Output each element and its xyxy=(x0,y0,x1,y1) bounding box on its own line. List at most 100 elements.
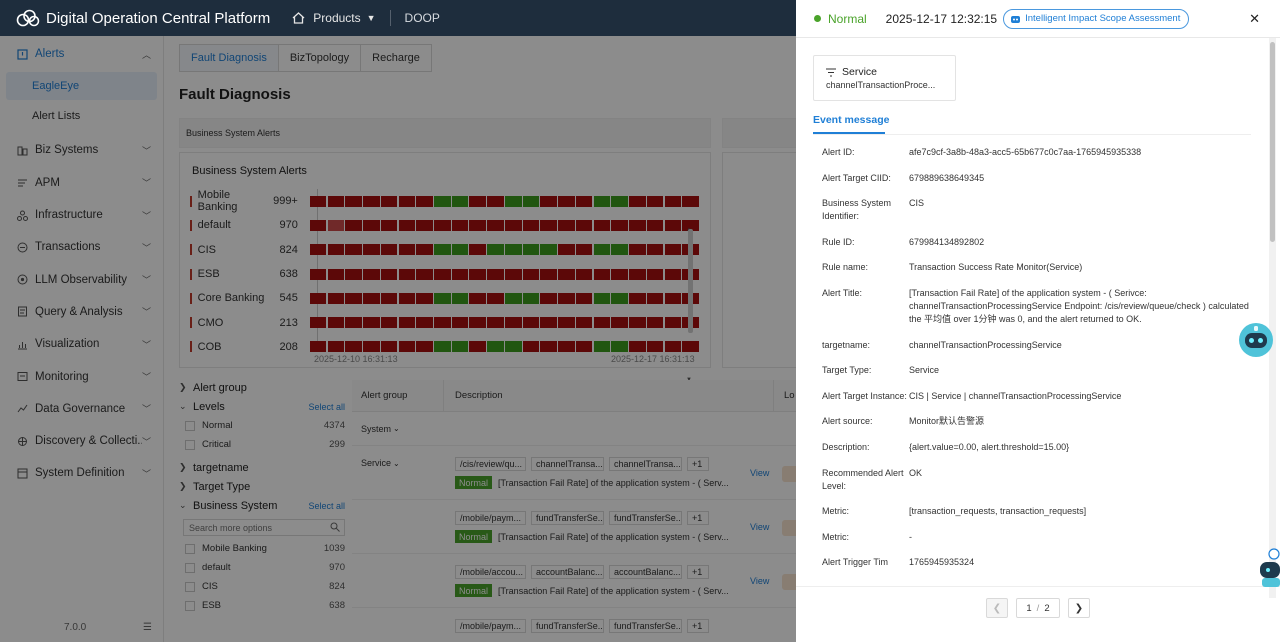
heatmap-cell[interactable] xyxy=(363,268,380,280)
filter-search-field[interactable] xyxy=(183,519,345,536)
heatmap-cell[interactable] xyxy=(504,341,522,353)
heatmap-cell[interactable] xyxy=(664,268,682,280)
tag[interactable]: channelTransa... xyxy=(609,457,682,471)
heatmap-cell[interactable] xyxy=(487,195,504,207)
heatmap-cell[interactable] xyxy=(646,195,664,207)
sidebar-item-transactions[interactable]: Transactions ﹀ xyxy=(0,231,163,263)
heatmap-cell[interactable] xyxy=(363,317,380,329)
collapse-menu-icon[interactable]: ☰ xyxy=(143,621,152,633)
heatmap-cell[interactable] xyxy=(540,268,557,280)
heatmap-cell[interactable] xyxy=(327,268,345,280)
table-row[interactable]: /mobile/paym... fundTransferSe... fundTran… xyxy=(352,608,796,642)
heatmap-cell[interactable] xyxy=(327,317,345,329)
heatmap-cell[interactable] xyxy=(434,219,451,231)
heatmap-cell[interactable] xyxy=(522,317,540,329)
heatmap-cell[interactable] xyxy=(469,219,487,231)
heatmap-cell[interactable] xyxy=(363,219,380,231)
heatmap-cell[interactable] xyxy=(416,244,433,256)
heatmap-cell[interactable] xyxy=(380,195,398,207)
heatmap-cell[interactable] xyxy=(646,268,664,280)
heatmap-cell[interactable] xyxy=(380,219,398,231)
view-link[interactable]: View xyxy=(750,576,770,586)
tag[interactable]: accountBalanc... xyxy=(531,565,604,579)
heatmap-cell[interactable] xyxy=(487,317,504,329)
heatmap-cell[interactable] xyxy=(451,341,469,353)
heatmap-cell[interactable] xyxy=(611,244,628,256)
filter-option[interactable]: Mobile Banking 1039 xyxy=(179,539,345,558)
heatmap-cell[interactable] xyxy=(593,195,611,207)
heatmap-cell[interactable] xyxy=(345,292,362,304)
heatmap-cell[interactable] xyxy=(487,219,504,231)
tag[interactable]: channelTransa... xyxy=(531,457,604,471)
heatmap-cell[interactable] xyxy=(309,268,327,280)
heatmap-cell[interactable] xyxy=(451,244,469,256)
select-all-link[interactable]: Select all xyxy=(308,500,345,511)
alert-system-row[interactable]: ESB 638 xyxy=(190,262,700,286)
heatmap-cell[interactable] xyxy=(469,317,487,329)
impact-assessment-button[interactable]: Intelligent Impact Scope Assessment xyxy=(1003,8,1190,29)
heatmap-cell[interactable] xyxy=(611,219,628,231)
heatmap-cell[interactable] xyxy=(558,268,575,280)
table-row[interactable]: /mobile/paym... fundTransferSe... fundTran… xyxy=(352,500,796,554)
heatmap-cell[interactable] xyxy=(558,292,575,304)
heatmap-cell[interactable] xyxy=(345,268,362,280)
heatmap-cell[interactable] xyxy=(345,244,362,256)
heatmap-cell[interactable] xyxy=(309,195,327,207)
sidebar-item-visualization[interactable]: Visualization ﹀ xyxy=(0,328,163,360)
tag[interactable]: fundTransferSe... xyxy=(609,619,682,633)
heatmap-cell[interactable] xyxy=(487,268,504,280)
heatmap-cell[interactable] xyxy=(664,341,682,353)
tag[interactable]: fundTransferSe... xyxy=(531,511,604,525)
heatmap-cell[interactable] xyxy=(611,195,628,207)
filter-option[interactable]: Critical 299 xyxy=(179,435,345,454)
tag[interactable]: /cis/review/qu... xyxy=(455,457,526,471)
close-icon[interactable]: ✕ xyxy=(1249,11,1260,26)
heatmap-cell[interactable] xyxy=(540,341,557,353)
tag[interactable]: fundTransferSe... xyxy=(531,619,604,633)
heatmap-cell[interactable] xyxy=(469,341,487,353)
heatmap-cell[interactable] xyxy=(380,292,398,304)
sidebar-subitem-eagleeye[interactable]: EagleEye xyxy=(6,72,157,101)
heatmap-cell[interactable] xyxy=(487,292,504,304)
heatmap-cell[interactable] xyxy=(646,317,664,329)
group-row-system[interactable]: System ⌄ xyxy=(352,412,796,446)
heatmap-cell[interactable] xyxy=(345,317,362,329)
heatmap-cell[interactable] xyxy=(451,317,469,329)
heatmap-cell[interactable] xyxy=(629,244,646,256)
heatmap-cell[interactable] xyxy=(646,292,664,304)
heatmap-cell[interactable] xyxy=(380,244,398,256)
sidebar-item-data-governance[interactable]: Data Governance ﹀ xyxy=(0,393,163,425)
heatmap-cell[interactable] xyxy=(664,317,682,329)
heatmap-cell[interactable] xyxy=(380,341,398,353)
sidebar-item-alerts[interactable]: Alerts ︿ xyxy=(0,38,163,70)
heatmap-cell[interactable] xyxy=(575,341,593,353)
heatmap-cell[interactable] xyxy=(646,244,664,256)
heatmap-cell[interactable] xyxy=(416,268,433,280)
heatmap-cell[interactable] xyxy=(434,317,451,329)
sidebar-item-system-definition[interactable]: System Definition ﹀ xyxy=(0,457,163,489)
view-link[interactable]: View xyxy=(750,468,770,478)
alert-system-row[interactable]: COB 208 xyxy=(190,335,700,359)
filter-group-target-type[interactable]: ❯ Target Type xyxy=(179,477,345,496)
heatmap-cell[interactable] xyxy=(540,219,557,231)
heatmap-cell[interactable] xyxy=(504,244,522,256)
heatmap-cell[interactable] xyxy=(593,317,611,329)
heatmap-cell[interactable] xyxy=(522,341,540,353)
heatmap-cell[interactable] xyxy=(469,268,487,280)
heatmap-cell[interactable] xyxy=(522,292,540,304)
heatmap-cell[interactable] xyxy=(540,292,557,304)
heatmap-cell[interactable] xyxy=(487,244,504,256)
heatmap-cell[interactable] xyxy=(611,292,628,304)
tag[interactable]: /mobile/paym... xyxy=(455,511,526,525)
heatmap-cell[interactable] xyxy=(434,244,451,256)
heatmap-cell[interactable] xyxy=(504,292,522,304)
heatmap-cell[interactable] xyxy=(451,268,469,280)
heatmap-cell[interactable] xyxy=(629,219,646,231)
heatmap-cell[interactable] xyxy=(363,195,380,207)
home-icon[interactable] xyxy=(292,12,305,24)
tag[interactable]: accountBalanc... xyxy=(609,565,682,579)
tag[interactable]: +1 xyxy=(687,619,709,633)
heatmap-cell[interactable] xyxy=(558,244,575,256)
heatmap-cell[interactable] xyxy=(363,244,380,256)
heatmap-cell[interactable] xyxy=(327,219,345,231)
